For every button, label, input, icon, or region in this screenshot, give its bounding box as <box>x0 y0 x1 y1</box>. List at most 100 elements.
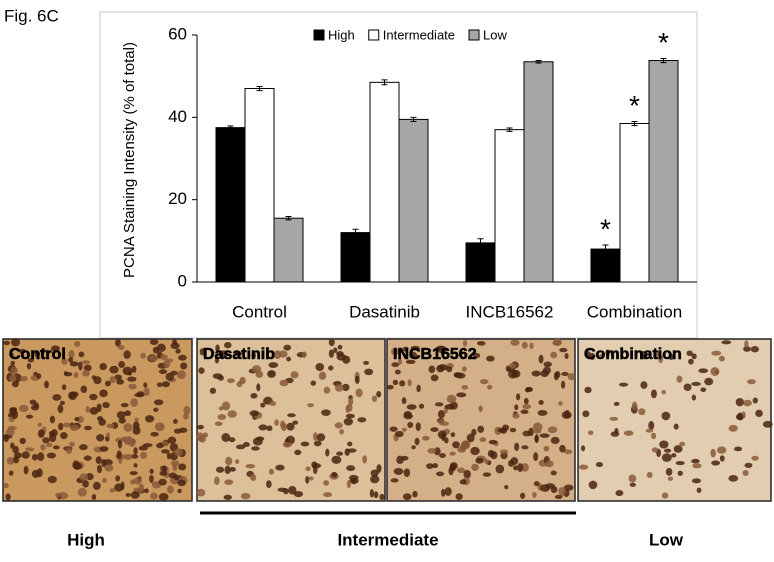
nucleus <box>160 354 168 361</box>
nucleus <box>11 338 21 347</box>
nucleus <box>149 339 159 346</box>
nucleus <box>691 394 696 401</box>
nucleus <box>328 365 334 371</box>
nucleus <box>550 470 557 476</box>
nucleus <box>362 455 368 464</box>
nucleus <box>216 466 225 473</box>
nucleus <box>323 480 330 486</box>
nucleus <box>76 416 84 423</box>
nucleus <box>470 446 480 456</box>
nucleus <box>392 379 399 386</box>
nucleus <box>349 474 359 481</box>
nucleus <box>671 453 677 458</box>
nucleus <box>744 462 753 468</box>
nucleus <box>668 353 674 361</box>
nucleus <box>127 436 133 445</box>
nucleus <box>217 375 224 381</box>
nucleus <box>588 480 598 490</box>
nucleus <box>268 468 275 475</box>
nucleus <box>750 346 760 353</box>
nucleus <box>540 484 550 492</box>
nucleus <box>21 451 30 459</box>
nucleus <box>436 345 446 351</box>
nucleus <box>476 341 486 346</box>
nucleus <box>728 475 739 482</box>
nucleus <box>336 353 347 361</box>
nucleus <box>13 455 20 464</box>
nucleus <box>615 489 624 497</box>
nucleus <box>221 401 231 411</box>
figure-label: Fig. 6C <box>4 6 59 25</box>
nucleus <box>99 362 107 371</box>
nucleus <box>347 448 357 453</box>
nucleus <box>331 455 342 464</box>
nucleus <box>461 384 469 390</box>
error-bar <box>631 120 638 127</box>
nucleus <box>114 374 122 380</box>
nucleus <box>132 426 141 435</box>
bar <box>340 232 371 283</box>
nucleus <box>373 491 379 499</box>
nucleus <box>509 427 517 433</box>
nucleus <box>475 457 484 464</box>
micrograph-background <box>577 338 772 502</box>
scale-label: High <box>67 530 105 549</box>
nucleus <box>116 450 122 459</box>
nucleus <box>138 483 145 493</box>
nucleus <box>704 377 714 386</box>
nucleus <box>104 464 114 472</box>
nucleus <box>64 371 73 377</box>
nucleus <box>752 397 758 404</box>
nucleus <box>121 436 129 442</box>
nucleus <box>466 433 475 443</box>
nucleus <box>61 358 68 365</box>
nucleus <box>266 480 272 489</box>
nucleus <box>83 425 92 431</box>
nucleus <box>177 479 186 487</box>
nucleus <box>5 428 15 436</box>
nucleus <box>542 366 551 375</box>
y-tick-label: 40 <box>168 107 187 126</box>
nucleus <box>716 446 727 454</box>
nucleus <box>99 446 109 452</box>
y-tick-label: 20 <box>168 189 187 208</box>
significance-marker: * <box>600 213 611 244</box>
nucleus <box>267 370 276 378</box>
nucleus <box>389 426 398 432</box>
micrograph-background <box>196 338 386 502</box>
nucleus <box>658 354 664 364</box>
nucleus <box>318 371 327 381</box>
nucleus <box>134 393 144 398</box>
nucleus <box>130 398 139 407</box>
nucleus <box>161 465 168 473</box>
nucleus <box>3 340 11 346</box>
nucleus <box>605 349 611 357</box>
nucleus <box>742 470 749 476</box>
nucleus <box>78 361 83 371</box>
nucleus <box>167 436 177 444</box>
nucleus <box>691 478 702 484</box>
nucleus <box>487 449 495 458</box>
y-axis-label: PCNA Staining Intensity (% of total) <box>121 42 138 278</box>
nucleus <box>409 351 418 359</box>
nucleus <box>36 468 43 478</box>
bar <box>590 248 621 283</box>
nucleus <box>36 373 42 380</box>
nucleus <box>529 342 534 350</box>
nucleus <box>354 375 360 384</box>
nucleus <box>539 433 550 438</box>
nucleus <box>9 352 14 357</box>
nucleus <box>564 352 569 360</box>
nucleus <box>430 374 439 382</box>
nucleus <box>68 357 74 363</box>
nucleus <box>595 462 603 468</box>
nucleus <box>735 397 744 407</box>
nucleus <box>455 372 466 379</box>
nucleus <box>101 459 107 468</box>
nucleus <box>131 365 137 373</box>
nucleus <box>550 351 558 359</box>
nucleus <box>31 453 38 461</box>
nucleus <box>153 399 164 406</box>
nucleus <box>661 453 672 462</box>
